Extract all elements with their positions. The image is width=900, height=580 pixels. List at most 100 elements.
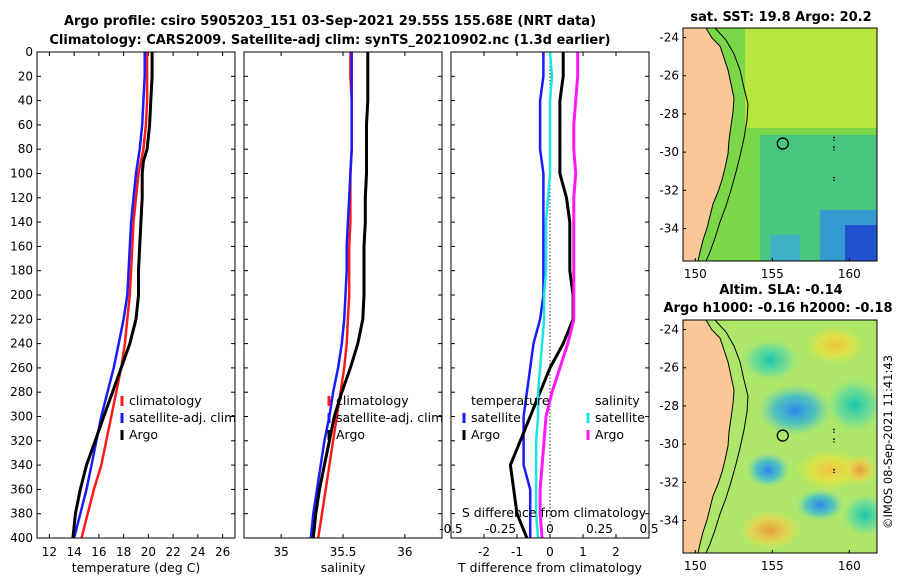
x-axis-label: salinity xyxy=(321,560,366,575)
y-tick-label: 0 xyxy=(25,45,33,59)
map-x-tick-label: 150 xyxy=(684,559,707,573)
legend-label: Argo xyxy=(471,427,500,442)
x-tick-label: -1 xyxy=(511,545,523,559)
legend-title-salinity: salinity xyxy=(595,393,640,408)
x-tick-label: -2 xyxy=(478,545,490,559)
x-tick-label: 1 xyxy=(579,545,587,559)
sst-map-title: sat. SST: 19.8 Argo: 20.2 xyxy=(690,10,872,25)
sst-coldest-patch xyxy=(845,225,877,261)
temperature-profile: 0 20 40 60 80 100 120 140 160 180 200 220 240 260 280 3… xyxy=(10,45,236,575)
x-tick-label-top: 0 xyxy=(546,522,554,536)
x-tick-label: 26 xyxy=(215,545,230,559)
sla-blob xyxy=(825,377,877,433)
x-tick-label: 20 xyxy=(141,545,156,559)
x-axis-label: T difference from climatology xyxy=(457,560,643,575)
sla-map-title-line-2: Argo h1000: -0.16 h2000: -0.18 xyxy=(663,301,893,316)
sla-map-title-line-1: Altim. SLA: -0.14 xyxy=(719,283,843,298)
series-line-temperature-satellite xyxy=(522,52,545,538)
y-tick-label: 260 xyxy=(10,361,33,375)
x-tick-label: 16 xyxy=(91,545,106,559)
map-x-tick-label: 160 xyxy=(838,267,861,281)
series-line-satellite-adj-clim xyxy=(72,52,146,539)
y-tick-label: 240 xyxy=(10,337,33,351)
sla-blob xyxy=(746,452,790,488)
argo-profile-marker xyxy=(776,137,789,150)
x-tick-label: 0 xyxy=(546,545,554,559)
map-y-tick-label: -34 xyxy=(659,222,679,236)
legend-label: satellite-adj. clim xyxy=(336,410,443,425)
series-line-argo xyxy=(71,52,154,539)
sla-blob xyxy=(796,489,844,521)
sla-map xyxy=(683,320,877,553)
copyright-timestamp-text: ©IMOS 08-Sep-2021 11:41:43 xyxy=(881,355,895,529)
series-line-argo xyxy=(311,52,370,539)
argo-profile-marker xyxy=(776,429,789,442)
sla-map-frame xyxy=(682,319,878,554)
sst-warm-region xyxy=(745,28,877,128)
x-tick-label: 2 xyxy=(612,545,620,559)
y-tick-label: 140 xyxy=(10,215,33,229)
map-x-tick-label: 160 xyxy=(838,559,861,573)
y-tick-label: 320 xyxy=(10,434,33,448)
legend-label: satellite xyxy=(595,410,645,425)
x-tick-label-top: -0.25 xyxy=(485,522,516,536)
sla-blob xyxy=(740,338,800,382)
sla-blob xyxy=(841,493,877,537)
map-y-tick-label: -26 xyxy=(659,69,679,83)
x-tick-label-top: -0.5 xyxy=(439,522,462,536)
sla-blob xyxy=(842,454,877,486)
y-tick-label: 380 xyxy=(10,507,33,521)
map-y-tick-label: -28 xyxy=(659,107,679,121)
map-y-tick-label: -32 xyxy=(659,475,679,489)
plot-frame xyxy=(243,51,443,539)
x-tick-label: 35.5 xyxy=(330,545,357,559)
map-x-tick-label: 150 xyxy=(684,267,707,281)
sla-blob xyxy=(738,510,802,550)
y-tick-label: 80 xyxy=(18,142,33,156)
map-y-tick-label: -24 xyxy=(659,31,679,45)
x-tick-label: 14 xyxy=(66,545,81,559)
series-line-salinity-argo xyxy=(538,52,580,539)
difference-profile: -2 -1 0 1 2T difference from climatology temp… xyxy=(439,51,659,575)
x-tick-label: 24 xyxy=(190,545,205,559)
y-tick-label: 40 xyxy=(18,94,33,108)
sst-map-axes: 150 155 160 -24 -26 -28 -30 -32 -34 xyxy=(659,31,860,281)
map-y-tick-label: -30 xyxy=(659,437,679,451)
x-tick-label-top: 0.25 xyxy=(586,522,613,536)
sst-cold-patch xyxy=(770,235,800,261)
legend-label: Argo xyxy=(336,427,365,442)
map-y-tick-label: -24 xyxy=(659,323,679,337)
x-tick-label: 12 xyxy=(42,545,57,559)
sla-map-axes: 150 155 160 -24 -26 -28 -30 -32 -34 xyxy=(659,323,860,573)
sst-shelf-contour xyxy=(705,28,749,261)
legend-label: satellite-adj. clim xyxy=(129,410,236,425)
sst-map xyxy=(683,28,877,261)
figure-title-line-2: Climatology: CARS2009. Satellite-adj cli… xyxy=(49,33,611,48)
legend-label: Argo xyxy=(595,427,624,442)
plot-frame xyxy=(36,51,236,539)
map-y-tick-label: -30 xyxy=(659,145,679,159)
map-y-tick-label: -32 xyxy=(659,183,679,197)
x-tick-label: 18 xyxy=(116,545,131,559)
series-line-satellite-adj-clim xyxy=(309,52,353,539)
map-x-tick-label: 155 xyxy=(761,267,784,281)
plot-frame xyxy=(450,51,650,539)
sla-shelf-contour xyxy=(705,320,749,553)
legend-title-temperature: temperature xyxy=(471,393,550,408)
y-tick-label: 360 xyxy=(10,482,33,496)
y-tick-label: 220 xyxy=(10,312,33,326)
legend-label: Argo xyxy=(129,427,158,442)
x-axis-label-top: S difference from climatology xyxy=(462,505,647,520)
y-tick-label: 20 xyxy=(18,69,33,83)
y-tick-label: 300 xyxy=(10,410,33,424)
copyright-timestamp: ©IMOS 08-Sep-2021 11:41:43 xyxy=(881,355,895,529)
x-tick-label: 22 xyxy=(165,545,180,559)
y-tick-label: 400 xyxy=(10,531,33,545)
y-tick-label: 340 xyxy=(10,458,33,472)
legend-label: climatology xyxy=(129,393,202,408)
x-tick-label-top: 0.5 xyxy=(639,522,658,536)
salinity-profile: 35 35.5 36 salinity climatology satellite-adj… xyxy=(243,51,443,575)
y-tick-label: 280 xyxy=(10,385,33,399)
series-line-climatology xyxy=(80,52,149,539)
